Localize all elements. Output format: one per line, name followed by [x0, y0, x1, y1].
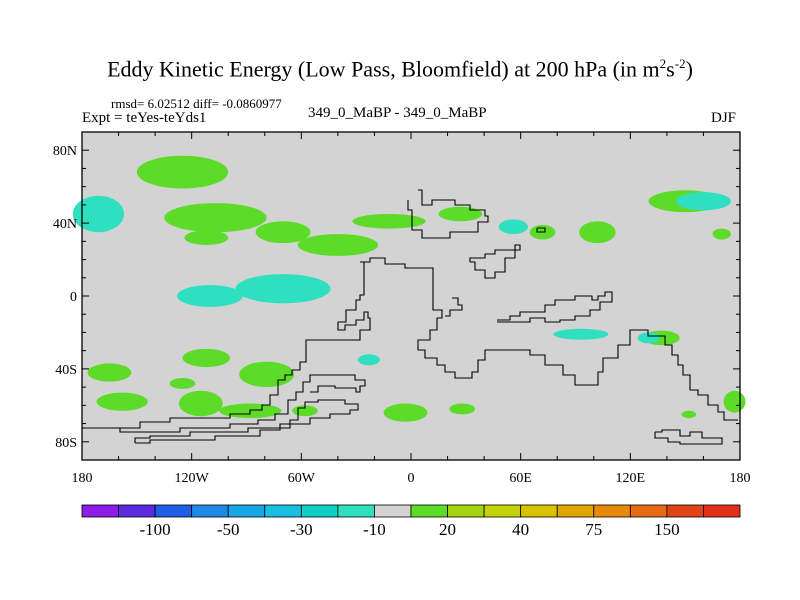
y-tick-label: 0 [70, 290, 77, 305]
colorbar-label: -10 [363, 520, 386, 539]
anomaly-region-positive-22 [723, 390, 746, 413]
case-label: 349_0_MaBP - 349_0_MaBP [308, 105, 487, 121]
anomaly-region-negative-28 [676, 192, 731, 211]
unit-s: s [666, 56, 675, 82]
coastline-atlantic-west [360, 257, 738, 421]
title-main: Eddy Kinetic Energy (Low Pass, Bloomfiel… [107, 56, 660, 82]
coastline-arabia [497, 291, 613, 323]
experiment-label: Expt = teYes-teYds1 [82, 110, 207, 126]
x-tick-label: 180 [72, 471, 93, 486]
colorbar-box [666, 504, 704, 518]
x-tick-label: 180 [730, 471, 751, 486]
unit-exponent-2: -2 [674, 56, 686, 71]
y-axis: 80N 40N 0 40S 80S [53, 144, 740, 451]
anomaly-region-negative-27 [498, 219, 528, 235]
colorbar-box [410, 504, 448, 518]
colorbar-box [593, 504, 631, 518]
anomaly-regions [72, 155, 746, 422]
anomaly-region-positive-19 [383, 403, 428, 422]
colorbar-box [703, 504, 741, 518]
colorbar-label: -30 [290, 520, 313, 539]
colorbar-box [227, 504, 266, 518]
anomaly-region-negative-26 [177, 285, 243, 307]
colorbar-box [556, 504, 595, 518]
unit-exponent-1: 2 [659, 56, 667, 71]
x-tick-label: 120E [616, 471, 646, 486]
x-axis: 180 120W 60W 0 60E 120E 180 [72, 132, 751, 486]
anomaly-region-positive-14 [96, 392, 148, 411]
stats-label: rmsd= 6.02512 diff= -0.0860977 [111, 96, 282, 111]
anomaly-region-positive-20 [449, 403, 475, 415]
anomaly-region-positive-11 [182, 348, 231, 368]
chart-title: Eddy Kinetic Energy (Low Pass, Bloomfiel… [0, 56, 800, 82]
title-close: ) [685, 56, 693, 82]
x-tick-label: 60W [288, 471, 316, 486]
coastline-asia-north [407, 189, 489, 239]
anomaly-region-positive-1 [136, 155, 229, 189]
coastline-australia [654, 429, 723, 445]
colorbar: -100 -50 -30 -10 20 40 75 150 [81, 504, 741, 539]
colorbar-box [520, 504, 558, 518]
coastline-africa [469, 244, 521, 279]
coastline-south-1 [82, 374, 366, 433]
anomaly-region-positive-2 [255, 221, 311, 244]
colorbar-box [447, 504, 485, 518]
coastline-south-2 [134, 399, 359, 444]
y-tick-label: 80S [55, 436, 77, 451]
anomaly-region-positive-23 [681, 410, 697, 419]
anomaly-region-positive-15 [178, 390, 223, 417]
colorbar-label: -50 [217, 520, 240, 539]
x-tick-label: 0 [408, 471, 415, 486]
y-tick-label: 40S [55, 363, 77, 378]
anomaly-region-negative-29 [553, 328, 609, 340]
anomaly-region-negative-24 [72, 195, 125, 233]
anomaly-region-positive-3 [297, 234, 379, 256]
y-tick-label: 80N [53, 144, 77, 159]
colorbar-label: 75 [585, 520, 602, 539]
colorbar-label: 40 [512, 520, 529, 539]
colorbar-box [191, 504, 229, 518]
colorbar-box [483, 504, 522, 518]
coastline-americas [82, 261, 371, 429]
coastline-africa-horn [445, 297, 463, 317]
colorbar-label: 150 [654, 520, 680, 539]
x-tick-label: 60E [509, 471, 532, 486]
coastline-island [536, 227, 546, 233]
colorbar-box [374, 504, 412, 518]
y-tick-label: 40N [53, 217, 77, 232]
season-label: DJF [711, 110, 737, 126]
colorbar-box [337, 504, 375, 518]
colorbar-label: 20 [439, 520, 456, 539]
colorbar-label: -100 [140, 520, 171, 539]
anomaly-region-positive-16 [239, 361, 295, 388]
colorbar-box [264, 504, 302, 518]
anomaly-region-negative-25 [235, 274, 331, 304]
anomaly-region-positive-6 [438, 206, 483, 222]
anomaly-region-positive-13 [169, 378, 196, 389]
anomaly-region-positive-8 [579, 221, 616, 244]
anomaly-region-positive-10 [712, 228, 731, 240]
colorbar-box [629, 504, 668, 518]
anomaly-region-positive-4 [184, 230, 229, 245]
anomaly-region-negative-31 [637, 332, 660, 344]
colorbar-box [81, 504, 119, 518]
anomaly-region-negative-30 [357, 354, 380, 366]
coastlines [82, 189, 738, 445]
anomaly-region-positive-12 [87, 363, 132, 382]
colorbar-box [300, 504, 339, 518]
x-tick-label: 120W [175, 471, 210, 486]
colorbar-box [118, 504, 156, 518]
colorbar-box [154, 504, 193, 518]
anomaly-region-positive-0 [164, 203, 267, 233]
anomaly-region-positive-5 [352, 214, 426, 229]
